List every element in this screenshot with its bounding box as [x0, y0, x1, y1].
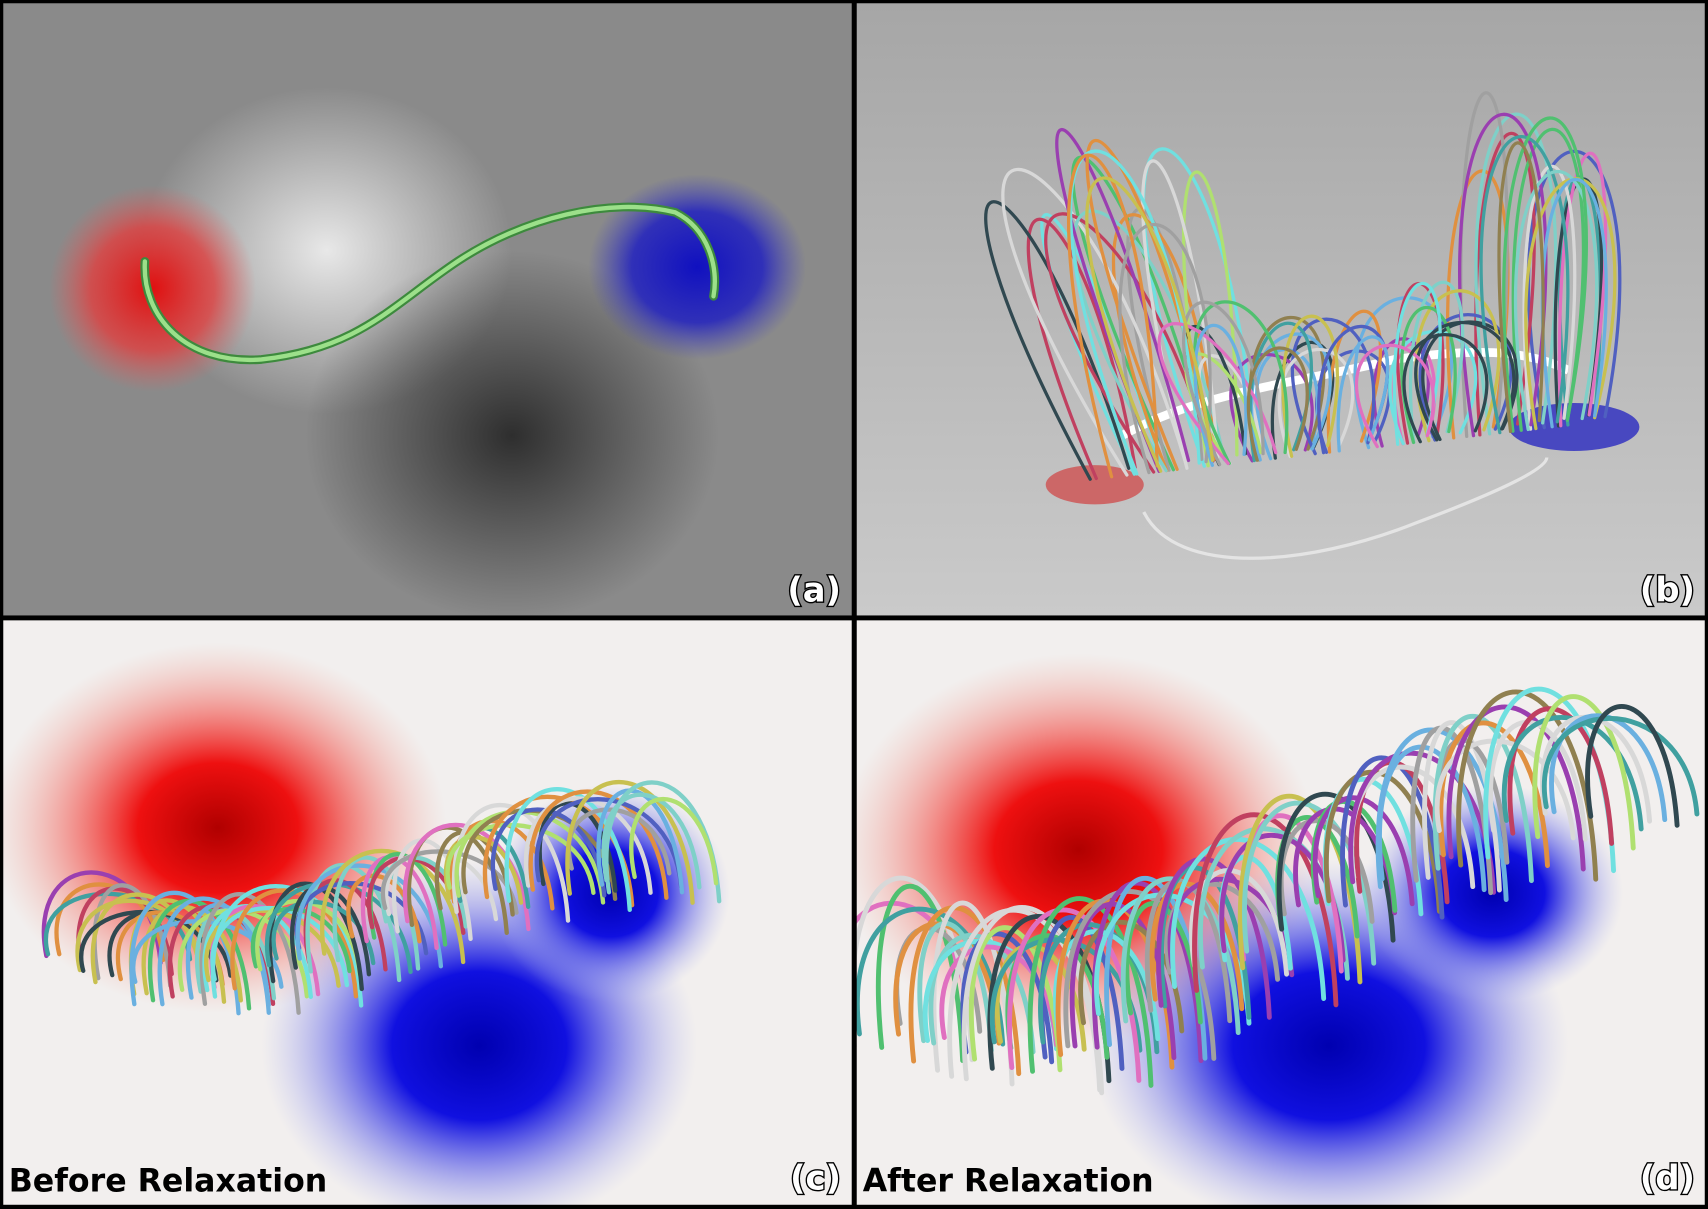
field-line: [534, 797, 684, 889]
field-line: [968, 925, 1063, 1073]
field-line: [320, 849, 466, 965]
field-line: [1438, 720, 1550, 868]
field-line: [1063, 889, 1217, 1061]
field-line: [1237, 794, 1363, 985]
field-line: [1026, 217, 1137, 481]
field-line: [1354, 343, 1435, 449]
field-line: [1456, 689, 1599, 882]
field-line: [1541, 716, 1700, 817]
field-line: [210, 884, 364, 1008]
field-line: [1055, 128, 1191, 473]
field-line: [1085, 139, 1217, 471]
red-pole: [1045, 465, 1144, 505]
field-line: [1409, 280, 1465, 445]
field-line: [1513, 169, 1599, 432]
field-line: [1181, 170, 1239, 468]
panel-caption: After Relaxation: [863, 1164, 1154, 1200]
field-line: [856, 875, 975, 1063]
field-line: [1242, 800, 1377, 966]
field-line: [1248, 321, 1313, 463]
background: [856, 2, 1706, 616]
panel-label: (b): [1640, 570, 1695, 609]
field-line: [1501, 715, 1644, 832]
flux-rope-highlight: [142, 204, 717, 363]
field-line: [1446, 704, 1586, 872]
field-line: [199, 892, 301, 1015]
field-line: [1069, 149, 1201, 476]
field-line: [1511, 127, 1585, 432]
field-line: [1549, 713, 1668, 823]
field-line: [1507, 706, 1615, 846]
panel-label: (a): [787, 570, 841, 609]
field-line: [1067, 153, 1159, 479]
field-line: [1120, 876, 1241, 1036]
panel-a: (a): [2, 2, 852, 616]
field-line: [1392, 281, 1442, 446]
field-line: [1312, 795, 1415, 907]
field-line: [1557, 151, 1608, 428]
field-line: [1502, 116, 1588, 433]
field-line: [1027, 896, 1154, 1088]
field-line: [1400, 305, 1457, 445]
field-line: [961, 905, 1105, 1096]
field-line: [523, 796, 653, 895]
panel-caption: Before Relaxation: [9, 1164, 328, 1200]
field-line: [1532, 694, 1636, 851]
field-line: [931, 900, 1015, 1087]
field-line: [451, 803, 571, 923]
field-line: [1193, 323, 1248, 467]
field-line: [1526, 149, 1622, 430]
field-line: [601, 792, 702, 890]
field-line: [129, 890, 241, 1016]
field-line: [1497, 141, 1545, 434]
field-line: [1085, 176, 1215, 473]
field-line: [1414, 320, 1516, 442]
shadow-line: [1142, 457, 1549, 560]
panel-d: After Relaxation (d): [856, 619, 1706, 1206]
red-pole: [49, 185, 256, 393]
field-line: [1246, 346, 1309, 462]
field-line: [90, 892, 206, 992]
field-line: [939, 944, 1059, 1048]
field-line: [230, 888, 359, 999]
field-line: [1182, 300, 1265, 467]
field-line: [856, 906, 1006, 1047]
field-line: [1156, 856, 1272, 1020]
field-line: [1141, 159, 1220, 470]
panel-label: (d): [1640, 1159, 1695, 1198]
field-line: [1290, 317, 1376, 456]
field-line: [295, 863, 444, 969]
field-line: [1458, 112, 1548, 438]
field-line: [267, 881, 364, 992]
field-line: [1044, 212, 1215, 474]
field-line: [1118, 222, 1212, 475]
field-line: [204, 908, 341, 988]
field-line: [1336, 335, 1390, 453]
field-line: [629, 796, 719, 886]
field-line: [1479, 135, 1570, 435]
shade: [305, 250, 719, 616]
panel-c: Before Relaxation (c): [2, 619, 852, 1206]
field-line: [445, 822, 596, 896]
panel-label: (c): [790, 1159, 841, 1198]
field-line: [1281, 314, 1339, 458]
blue-pole: [588, 174, 807, 360]
field-line: [1418, 313, 1513, 442]
field-line: [1340, 755, 1445, 920]
field-line: [1474, 112, 1558, 436]
field-line: [490, 807, 607, 898]
field-line: [1585, 704, 1680, 828]
field-line: [1192, 812, 1339, 1008]
field-line: [528, 789, 669, 900]
panel-b: (b): [856, 2, 1706, 616]
field-line: [1001, 167, 1188, 477]
field-line: [1402, 333, 1489, 444]
field-line: [1348, 750, 1497, 895]
field-line: [565, 779, 695, 905]
field-line: [504, 787, 632, 913]
field-line: [1277, 347, 1355, 459]
